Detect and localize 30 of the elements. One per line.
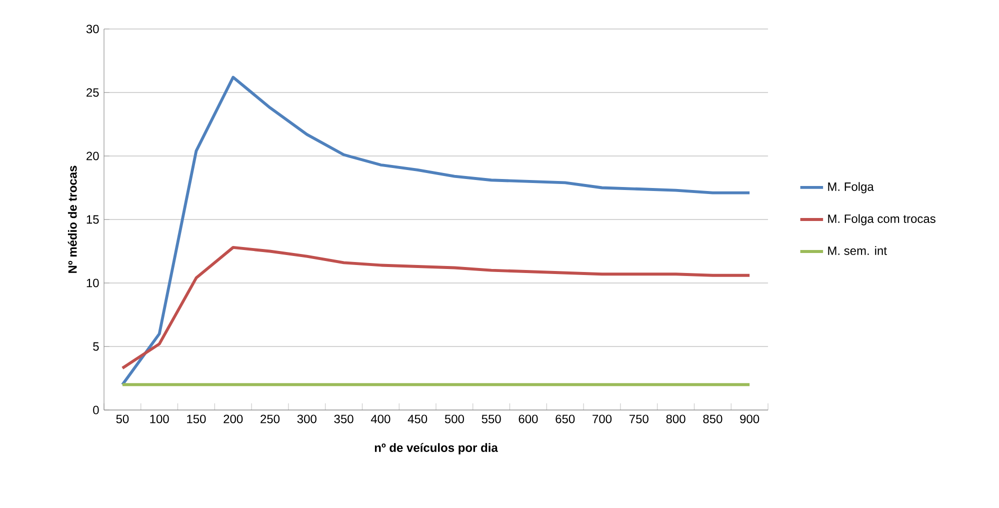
y-tick-label: 5 [93,342,99,351]
x-tick-label: 700 [592,414,612,424]
legend-label: M. Folga com trocas [828,214,936,226]
legend-label: M. sem. int [828,246,887,255]
x-tick-label: 150 [187,414,206,424]
x-tick-label: 600 [518,414,538,424]
y-tick-label: 30 [86,24,99,34]
y-tick-label: 10 [86,278,99,288]
y-tick-label: 25 [86,88,99,97]
x-tick-label: 300 [297,414,316,424]
x-tick-label: 400 [370,414,390,424]
x-tick-label: 850 [703,414,722,424]
y-tick-label: 20 [86,152,99,160]
x-tick-label: 250 [260,414,280,424]
x-tick-label: 500 [444,414,464,424]
x-tick-label: 450 [408,414,428,424]
legend-label: M. Folga [828,182,874,194]
x-tick-label: 650 [556,414,575,424]
x-tick-label: 900 [740,414,760,424]
y-axis-title: Nº médio de trocas [68,166,77,273]
x-tick-label: 200 [224,414,243,424]
y-tick-label: 15 [86,215,99,224]
x-tick-label: 100 [150,414,169,424]
y-tick-label: 0 [93,406,99,414]
x-tick-label: 750 [629,414,648,424]
x-tick-label: 800 [666,414,686,424]
x-tick-label: 550 [482,414,501,424]
x-axis-title: nº de veículos por dia [374,443,498,454]
x-tick-label: 50 [116,414,129,424]
x-tick-label: 350 [334,414,354,424]
